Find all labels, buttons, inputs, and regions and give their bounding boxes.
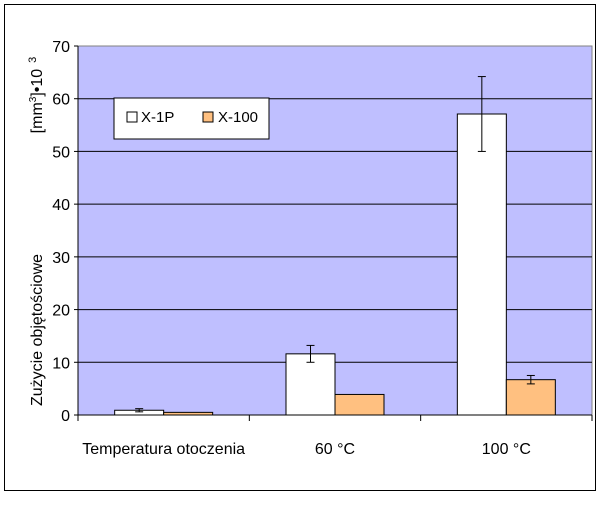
y-tick-label: 10 <box>52 355 70 372</box>
y-axis-unit-sup: 3 <box>28 96 39 102</box>
x-tick-label: 100 °C <box>482 441 531 458</box>
legend-label-x100: X-100 <box>218 109 258 126</box>
y-tick-label: 30 <box>52 250 70 267</box>
legend-box <box>113 97 270 140</box>
y-tick-label: 70 <box>52 39 70 56</box>
y-tick-label: 60 <box>52 92 70 109</box>
y-axis-unit-tail: ]•10 <box>29 69 46 97</box>
x-tick-label: Temperatura otoczenia <box>82 441 245 458</box>
y-axis-unit: [mm3]•103 <box>27 57 46 134</box>
y-tick-label: 50 <box>52 144 70 161</box>
x-tick-label: 60 °C <box>315 441 355 458</box>
legend: X-1P X-100 <box>113 97 270 140</box>
bar-x1p <box>456 113 507 416</box>
legend-label-x1p: X-1P <box>141 109 174 126</box>
error-bars <box>135 76 535 413</box>
bar-x100 <box>505 379 556 416</box>
y-axis-unit-exp: 3 <box>27 57 39 63</box>
legend-swatch-x100 <box>202 111 214 123</box>
legend-swatch-x1p <box>126 111 138 123</box>
y-axis-ticks: 0 10 20 30 40 50 60 70 <box>52 39 78 425</box>
y-tick-label: 40 <box>52 197 70 214</box>
y-axis-label: Zużycie objętościowe <box>29 254 46 406</box>
x-axis-ticks: Temperatura otoczenia 60 °C 100 °C <box>77 415 593 458</box>
y-tick-label: 20 <box>52 303 70 320</box>
y-tick-label: 0 <box>61 408 70 425</box>
bars <box>114 113 556 416</box>
bar-x1p <box>285 353 336 416</box>
y-axis-unit-main: [mm <box>29 102 46 133</box>
bar-x100 <box>334 393 385 416</box>
